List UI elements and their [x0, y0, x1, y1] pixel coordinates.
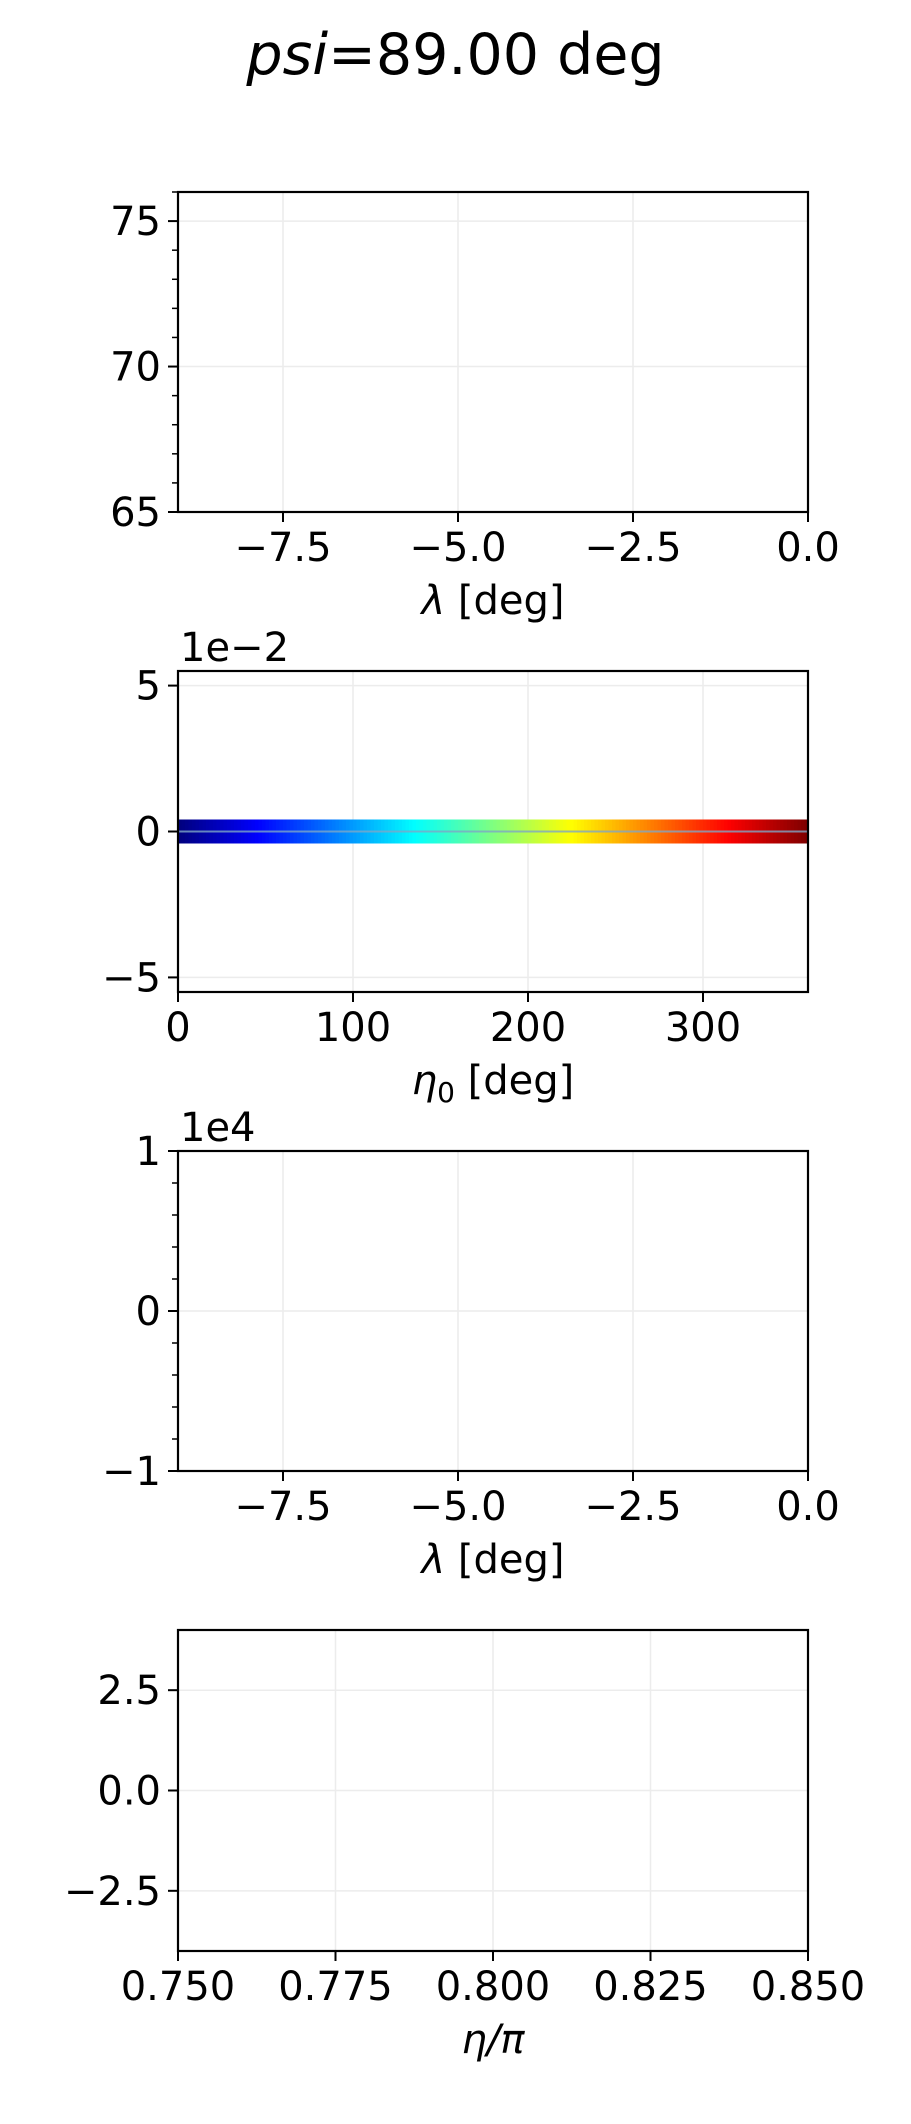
figure-title-symbol: psi [246, 22, 329, 88]
x-tick-label: −7.5 [234, 525, 331, 571]
subplot-4: 0.750 0.775 0.800 0.825 0.850 −2.5 0.0 2.5 η/π [64, 1628, 866, 2063]
x-tick-label: 0 [165, 1005, 190, 1051]
x-tick-label: 200 [490, 1005, 566, 1051]
y-offset-text: 1e−2 [180, 625, 289, 671]
x-tick-label: 300 [665, 1005, 741, 1051]
x-tick-label: 0.775 [278, 1964, 393, 2010]
x-tick-label: 0.800 [436, 1964, 551, 2010]
y-tick-label: −2.5 [64, 1869, 161, 1915]
x-tick-label: 0.825 [593, 1964, 708, 2010]
y-tick-label: 65 [110, 490, 161, 536]
axes-frame [176, 190, 810, 514]
y-tick-label: −5 [102, 955, 161, 1001]
y-tick-label: 5 [136, 664, 161, 710]
x-axis-label: η/π [462, 2017, 526, 2063]
y-tick-label: −1 [102, 1449, 161, 1495]
y-tick-label: 0.0 [97, 1769, 161, 1815]
y-tick-label: 0 [136, 810, 161, 856]
y-tick-label: 1 [136, 1129, 161, 1175]
x-tick-label: 0.750 [121, 1964, 236, 2010]
x-axis-label: λ [deg] [420, 1537, 565, 1583]
y-offset-text: 1e4 [180, 1105, 256, 1151]
x-tick-label: 0.0 [776, 1484, 840, 1530]
x-tick-label: 0.0 [776, 525, 840, 571]
x-tick-label: 0.850 [751, 1964, 866, 2010]
figure-title: psi=89.00 deg [0, 22, 911, 88]
x-tick-label: −2.5 [584, 525, 681, 571]
subplot-3: −7.5 −5.0 −2.5 0.0 −1 0 1 1e4 λ [deg] [102, 1105, 840, 1583]
x-tick-label: −2.5 [584, 1484, 681, 1530]
figure-title-rest: =89.00 deg [328, 22, 665, 88]
x-tick-label: −7.5 [234, 1484, 331, 1530]
x-tick-label: −5.0 [409, 1484, 506, 1530]
y-tick-label: 2.5 [97, 1668, 161, 1714]
subplot-1: −7.5 −5.0 −2.5 0.0 65 70 75 λ [deg] [110, 190, 840, 624]
y-tick-label: 75 [110, 199, 161, 245]
x-tick-label: −5.0 [409, 525, 506, 571]
x-axis-label: λ [deg] [420, 578, 565, 624]
x-tick-label: 100 [315, 1005, 391, 1051]
x-axis-label: η0 [deg] [412, 1058, 575, 1109]
y-tick-label: 70 [110, 345, 161, 391]
y-tick-label: 0 [136, 1289, 161, 1335]
